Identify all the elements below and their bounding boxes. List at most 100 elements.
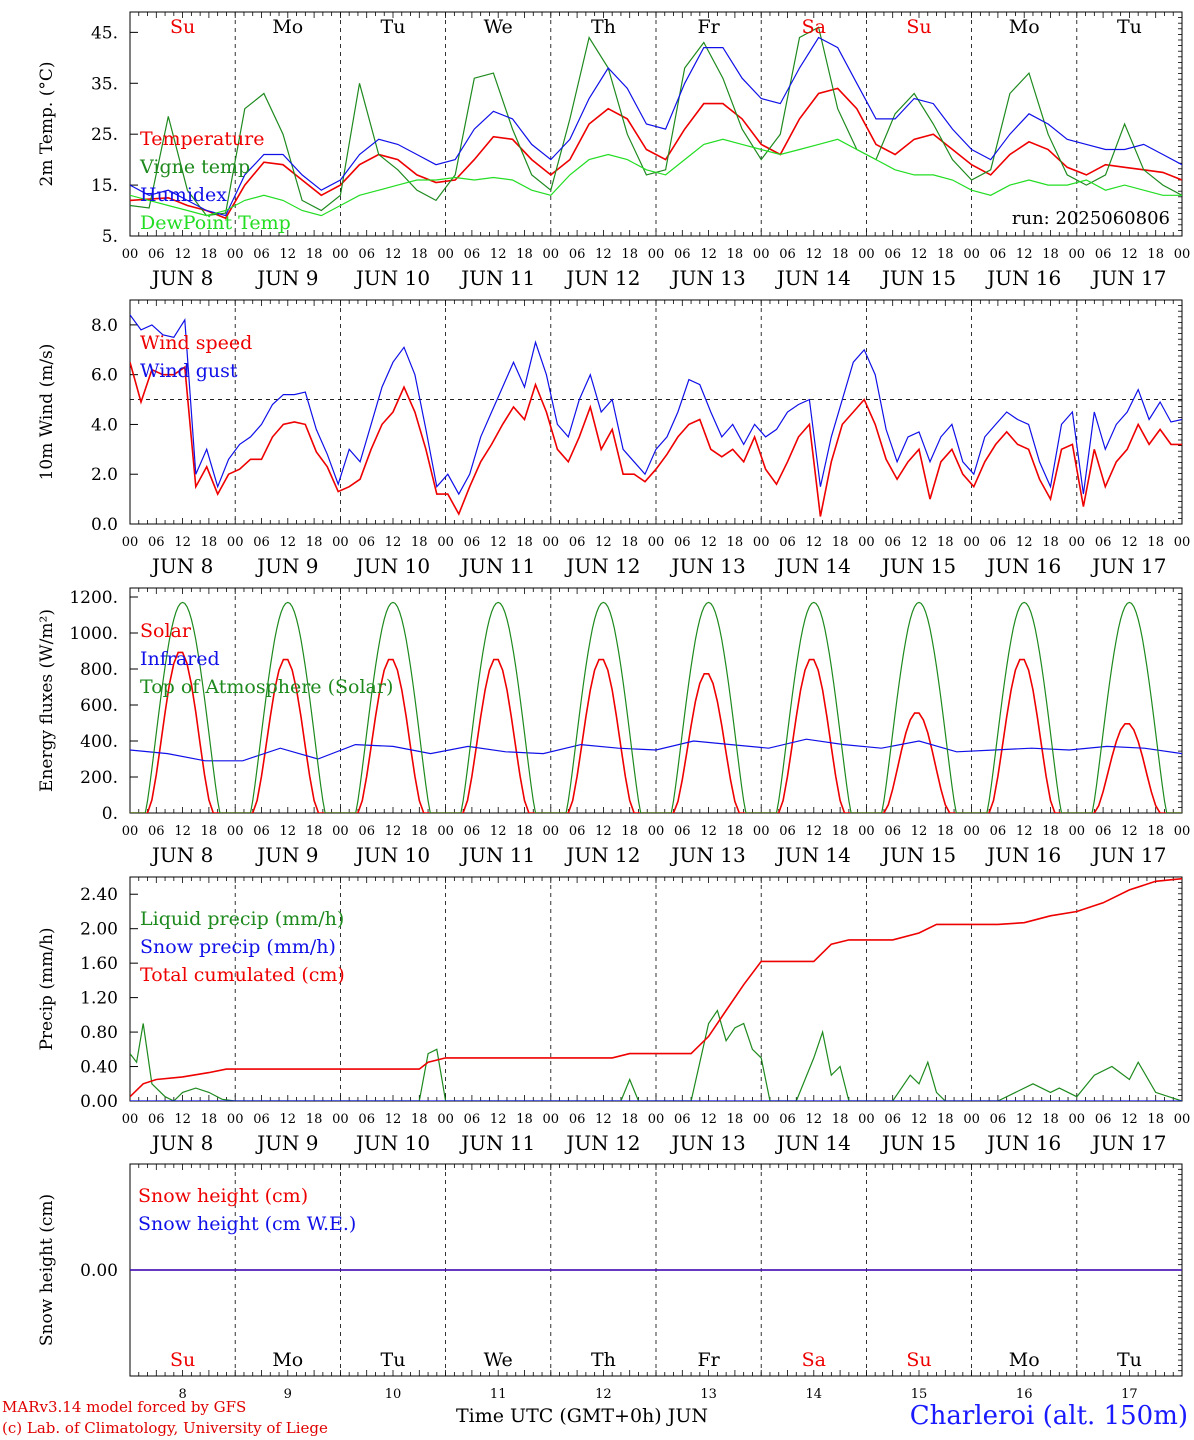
hour-tick-label: 00 — [1069, 1112, 1086, 1127]
weekday-label-bottom: Su — [906, 1349, 931, 1371]
weekday-label: Mo — [272, 16, 303, 38]
series-line-humidex — [130, 36, 1182, 217]
weekday-label: Su — [906, 16, 931, 38]
hour-tick-label: 18 — [832, 1112, 849, 1127]
hour-tick-label: 18 — [937, 535, 954, 550]
run-annotation: run: 2025060806 — [1012, 208, 1170, 229]
hour-tick-label: 18 — [1042, 535, 1059, 550]
y-tick-label: 0.40 — [80, 1058, 118, 1078]
y-tick-label: 2.40 — [80, 885, 118, 905]
hour-tick-label: 18 — [832, 824, 849, 839]
date-label: JUN 10 — [354, 1131, 430, 1155]
hour-tick-label: 12 — [174, 1112, 191, 1127]
hour-tick-label: 18 — [516, 824, 533, 839]
weekday-label-bottom: Su — [170, 1349, 195, 1371]
hour-tick-label: 12 — [385, 1112, 402, 1127]
day-number-label: 14 — [806, 1387, 823, 1402]
lab-credit: (c) Lab. of Climatology, University of L… — [2, 1419, 328, 1437]
hour-tick-label: 00 — [753, 1112, 770, 1127]
hour-tick-label: 00 — [122, 824, 139, 839]
legend-entry: Wind speed — [140, 332, 252, 354]
hour-tick-label: 18 — [1147, 535, 1164, 550]
hour-tick-label: 06 — [884, 1112, 901, 1127]
series-line-wind-speed — [130, 361, 1182, 517]
date-label: JUN 14 — [775, 843, 851, 867]
weekday-label-bottom: Sa — [802, 1349, 826, 1371]
hour-tick-label: 06 — [253, 535, 270, 550]
date-label: JUN 12 — [564, 554, 640, 578]
hour-tick-label: 06 — [1095, 1112, 1112, 1127]
hour-tick-label: 18 — [621, 247, 638, 262]
hour-tick-label: 06 — [464, 1112, 481, 1127]
date-label: JUN 16 — [985, 843, 1061, 867]
time-axis-label: Time UTC (GMT+0h) JUN — [456, 1405, 708, 1427]
hour-tick-label: 12 — [700, 247, 717, 262]
legend-entry: Infrared — [140, 648, 220, 670]
legend-entry: Top of Atmosphere (Solar) — [140, 676, 393, 698]
y-tick-label: 2.00 — [80, 920, 118, 940]
weekday-label: Th — [591, 16, 616, 38]
hour-tick-label: 06 — [990, 824, 1007, 839]
hour-tick-label: 18 — [201, 1112, 218, 1127]
y-tick-label: 0.0 — [91, 515, 118, 535]
series-group — [130, 26, 1182, 220]
y-tick-label: 15. — [91, 176, 118, 196]
hour-tick-label: 18 — [516, 1112, 533, 1127]
hour-tick-label: 18 — [411, 247, 428, 262]
hour-tick-label: 00 — [753, 824, 770, 839]
hour-tick-label: 18 — [832, 247, 849, 262]
hour-tick-label: 12 — [911, 1112, 928, 1127]
y-axis-label: 10m Wind (m/s) — [37, 344, 57, 481]
date-label: JUN 9 — [255, 843, 318, 867]
series-line-solar — [130, 651, 1182, 813]
day-number-label: 16 — [1016, 1387, 1033, 1402]
date-label: JUN 17 — [1090, 266, 1166, 290]
weekday-label: Tu — [381, 16, 406, 38]
hour-tick-label: 12 — [280, 824, 297, 839]
hour-tick-label: 18 — [306, 1112, 323, 1127]
legend-entry: Wind gust — [140, 360, 238, 382]
hour-tick-label: 00 — [648, 247, 665, 262]
y-axis-label: 2m Temp. (°C) — [37, 61, 57, 186]
hour-tick-label: 06 — [779, 1112, 796, 1127]
hour-tick-label: 00 — [963, 1112, 980, 1127]
hour-tick-label: 00 — [858, 1112, 875, 1127]
hour-tick-label: 18 — [727, 824, 744, 839]
hour-tick-label: 06 — [358, 247, 375, 262]
day-number-label: 8 — [178, 1387, 186, 1402]
date-label: JUN 9 — [255, 1131, 318, 1155]
hour-tick-label: 00 — [1174, 824, 1191, 839]
hour-tick-label: 00 — [332, 824, 349, 839]
hour-tick-label: 06 — [358, 535, 375, 550]
hour-tick-label: 18 — [727, 1112, 744, 1127]
hour-tick-label: 00 — [753, 535, 770, 550]
hour-tick-label: 06 — [674, 535, 691, 550]
date-label: JUN 8 — [150, 1131, 213, 1155]
hour-tick-label: 18 — [411, 824, 428, 839]
hour-tick-label: 12 — [385, 535, 402, 550]
date-label: JUN 15 — [880, 266, 956, 290]
hour-tick-label: 06 — [148, 824, 165, 839]
date-label: JUN 16 — [985, 266, 1061, 290]
hour-tick-label: 06 — [569, 247, 586, 262]
panel-5: 0.00 Snow height (cm) Snow height (cm) Snow… — [37, 1163, 1183, 1377]
hour-tick-label: 06 — [674, 1112, 691, 1127]
hour-tick-label: 18 — [306, 535, 323, 550]
hour-tick-label: 18 — [727, 535, 744, 550]
y-tick-label: 0.00 — [80, 1092, 118, 1112]
hour-tick-label: 00 — [1174, 1112, 1191, 1127]
hour-tick-label: 00 — [122, 535, 139, 550]
hour-tick-label: 12 — [280, 1112, 297, 1127]
hour-tick-label: 12 — [174, 824, 191, 839]
day-number-label: 10 — [385, 1387, 402, 1402]
hour-tick-label: 12 — [1121, 535, 1138, 550]
y-tick-label: 45. — [91, 23, 118, 43]
hour-tick-label: 18 — [201, 535, 218, 550]
hour-tick-label: 00 — [1174, 247, 1191, 262]
date-label: JUN 17 — [1090, 1131, 1166, 1155]
series-group — [130, 601, 1182, 813]
hour-tick-label: 06 — [990, 535, 1007, 550]
hour-tick-label: 00 — [437, 824, 454, 839]
hour-tick-label: 12 — [595, 247, 612, 262]
y-axis-label: Precip (mm/h) — [37, 927, 57, 1050]
